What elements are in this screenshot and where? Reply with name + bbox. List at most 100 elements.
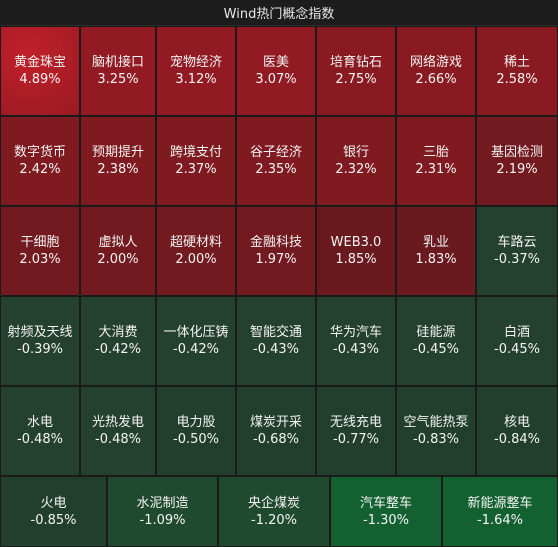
tile-concept-name: 大消费 [98, 325, 138, 340]
heatmap-tile[interactable]: 一体化压铸 -0.42% [156, 296, 236, 386]
tile-concept-name: 硅能源 [416, 325, 456, 340]
heatmap-tile[interactable]: 基因检测 2.19% [476, 116, 558, 206]
tile-concept-name: 射频及天线 [7, 325, 73, 340]
tile-concept-name: 白酒 [503, 325, 530, 340]
heatmap-tile[interactable]: 水电 -0.48% [0, 386, 80, 476]
heatmap-tile[interactable]: 大消费 -0.42% [80, 296, 156, 386]
tile-change-percent: -0.42% [95, 342, 141, 357]
tile-change-percent: 2.66% [415, 72, 457, 87]
tile-change-percent: 3.12% [175, 72, 217, 87]
tile-change-percent: 3.25% [97, 72, 139, 87]
heatmap-tile[interactable]: 金融科技 1.97% [236, 206, 316, 296]
heatmap-tile[interactable]: 银行 2.32% [316, 116, 396, 206]
heatmap-tile[interactable]: 稀土 2.58% [476, 26, 558, 116]
heatmap-tile[interactable]: 白酒 -0.45% [476, 296, 558, 386]
tile-concept-name: 虚拟人 [98, 235, 138, 250]
heatmap-tile[interactable]: 电力股 -0.50% [156, 386, 236, 476]
heatmap-tile[interactable]: 虚拟人 2.00% [80, 206, 156, 296]
heatmap-tile[interactable]: 培育钻石 2.75% [316, 26, 396, 116]
tile-concept-name: 预期提升 [91, 145, 144, 160]
tile-change-percent: 2.19% [496, 162, 538, 177]
heatmap-tile[interactable]: 火电 -0.85% [0, 476, 107, 547]
tile-change-percent: -0.48% [17, 432, 63, 447]
tile-change-percent: -0.45% [413, 342, 459, 357]
tile-concept-name: WEB3.0 [330, 235, 382, 250]
tile-concept-name: 网络游戏 [409, 55, 462, 70]
heatmap-tile[interactable]: 车路云 -0.37% [476, 206, 558, 296]
tile-concept-name: 火电 [40, 495, 67, 511]
heatmap-tile[interactable]: 光热发电 -0.48% [80, 386, 156, 476]
tile-concept-name: 干细胞 [20, 235, 60, 250]
tile-change-percent: 2.42% [19, 162, 61, 177]
tile-change-percent: -0.83% [413, 432, 459, 447]
tile-change-percent: 3.07% [255, 72, 297, 87]
tile-concept-name: 央企煤炭 [247, 495, 300, 511]
heatmap-tile[interactable]: 煤炭开采 -0.68% [236, 386, 316, 476]
tile-concept-name: 水泥制造 [136, 495, 189, 511]
tile-concept-name: 智能交通 [249, 325, 302, 340]
tile-change-percent: 2.32% [335, 162, 377, 177]
panel-title-text: Wind热门概念指数 [223, 7, 335, 22]
heatmap-tile[interactable]: 乳业 1.83% [396, 206, 476, 296]
heatmap-tile[interactable]: WEB3.0 1.85% [316, 206, 396, 296]
tile-change-percent: -0.45% [494, 342, 540, 357]
heatmap-tile[interactable]: 央企煤炭 -1.20% [218, 476, 330, 547]
heatmap-tile[interactable]: 超硬材料 2.00% [156, 206, 236, 296]
heatmap-tile[interactable]: 数字货币 2.42% [0, 116, 80, 206]
heatmap-tile[interactable]: 网络游戏 2.66% [396, 26, 476, 116]
tile-change-percent: 4.89% [19, 72, 61, 87]
heatmap-tile[interactable]: 医美 3.07% [236, 26, 316, 116]
tile-concept-name: 黄金珠宝 [13, 55, 66, 70]
tile-concept-name: 数字货币 [13, 145, 66, 160]
tile-change-percent: -1.64% [477, 512, 523, 528]
tile-concept-name: 一体化压铸 [163, 325, 229, 340]
tile-change-percent: -0.43% [333, 342, 379, 357]
heatmap-tile[interactable]: 黄金珠宝 4.89% [0, 26, 80, 116]
heatmap-tile[interactable]: 水泥制造 -1.09% [107, 476, 218, 547]
heatmap-tile[interactable]: 汽车整车 -1.30% [330, 476, 442, 547]
tile-change-percent: -0.42% [173, 342, 219, 357]
panel-title: Wind热门概念指数 [0, 0, 558, 26]
tile-concept-name: 谷子经济 [249, 145, 302, 160]
tile-change-percent: -0.77% [333, 432, 379, 447]
tile-change-percent: -1.30% [363, 512, 409, 528]
tile-concept-name: 跨境支付 [169, 145, 222, 160]
tile-concept-name: 乳业 [422, 235, 449, 250]
tile-concept-name: 煤炭开采 [249, 415, 302, 430]
heatmap-tile[interactable]: 谷子经济 2.35% [236, 116, 316, 206]
tile-change-percent: -0.50% [173, 432, 219, 447]
heatmap-tile[interactable]: 射频及天线 -0.39% [0, 296, 80, 386]
tile-concept-name: 新能源整车 [467, 495, 533, 511]
tile-change-percent: 2.00% [175, 252, 217, 267]
tile-concept-name: 空气能热泵 [403, 415, 469, 430]
heatmap-tile[interactable]: 脑机接口 3.25% [80, 26, 156, 116]
tile-change-percent: 1.85% [335, 252, 377, 267]
tile-concept-name: 宠物经济 [169, 55, 222, 70]
heatmap-tile[interactable]: 核电 -0.84% [476, 386, 558, 476]
heatmap-tile[interactable]: 空气能热泵 -0.83% [396, 386, 476, 476]
heatmap-tile[interactable]: 无线充电 -0.77% [316, 386, 396, 476]
heatmap-tile[interactable]: 华为汽车 -0.43% [316, 296, 396, 386]
tile-change-percent: 2.00% [97, 252, 139, 267]
heatmap-tile[interactable]: 智能交通 -0.43% [236, 296, 316, 386]
tile-concept-name: 三胎 [422, 145, 449, 160]
heatmap-tile[interactable]: 跨境支付 2.37% [156, 116, 236, 206]
tile-change-percent: -1.09% [139, 512, 186, 528]
tile-concept-name: 车路云 [497, 235, 537, 250]
tile-concept-name: 华为汽车 [329, 325, 382, 340]
tile-concept-name: 脑机接口 [91, 55, 144, 70]
heatmap-tile[interactable]: 三胎 2.31% [396, 116, 476, 206]
heatmap-tile[interactable]: 宠物经济 3.12% [156, 26, 236, 116]
heatmap-tile[interactable]: 硅能源 -0.45% [396, 296, 476, 386]
tile-concept-name: 电力股 [176, 415, 216, 430]
tile-change-percent: 1.97% [255, 252, 297, 267]
heatmap-tile[interactable]: 新能源整车 -1.64% [442, 476, 558, 547]
heatmap-tile[interactable]: 干细胞 2.03% [0, 206, 80, 296]
tile-change-percent: 2.31% [415, 162, 457, 177]
tile-change-percent: 2.35% [255, 162, 297, 177]
heatmap-tile[interactable]: 预期提升 2.38% [80, 116, 156, 206]
tile-change-percent: -1.20% [251, 512, 297, 528]
tile-concept-name: 金融科技 [249, 235, 302, 250]
tile-change-percent: 2.75% [335, 72, 377, 87]
